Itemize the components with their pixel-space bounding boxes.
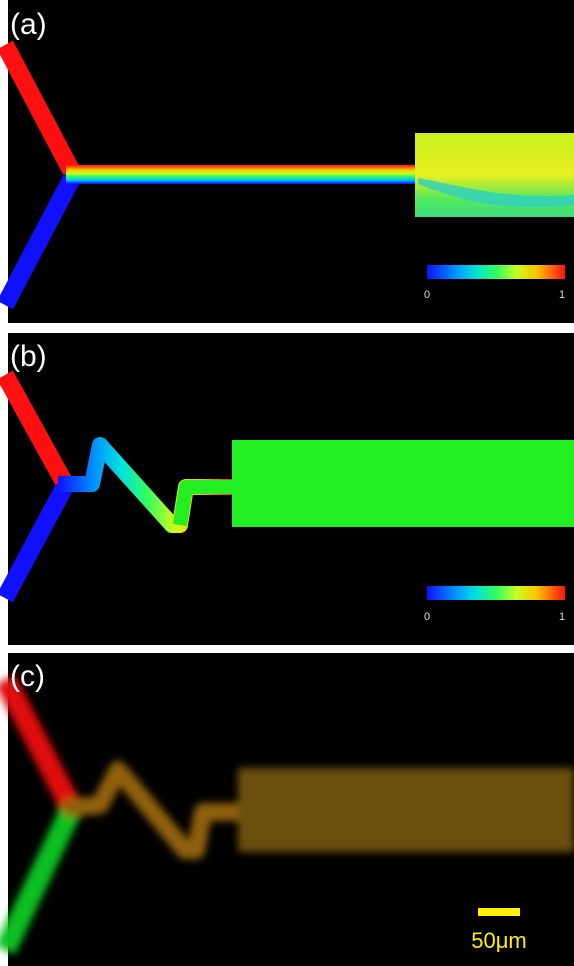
outlet-chamber (238, 768, 574, 852)
colorbar-max: 1 (559, 289, 565, 301)
main-channel (66, 165, 418, 184)
panel-label: (a) (10, 8, 47, 41)
divider (0, 323, 574, 333)
colorbar-min: 0 (424, 289, 430, 301)
panel-label: (b) (10, 340, 47, 373)
colorbar (427, 586, 565, 600)
panel-b: 0 1 (b) (5, 333, 574, 645)
panel-c: 50μm (c) (5, 653, 574, 966)
divider (0, 645, 574, 653)
colorbar-min: 0 (424, 611, 430, 623)
colorbar (427, 265, 565, 279)
panel-label: (c) (10, 660, 45, 693)
scale-bar-label: 50μm (471, 928, 526, 953)
colorbar-max: 1 (559, 611, 565, 623)
scale-bar (478, 908, 520, 916)
outlet-chamber (232, 440, 574, 527)
figure: 0 1 (a) 0 1 (b) 50μm (c) (0, 0, 574, 966)
panel-a: 0 1 (a) (5, 0, 574, 323)
